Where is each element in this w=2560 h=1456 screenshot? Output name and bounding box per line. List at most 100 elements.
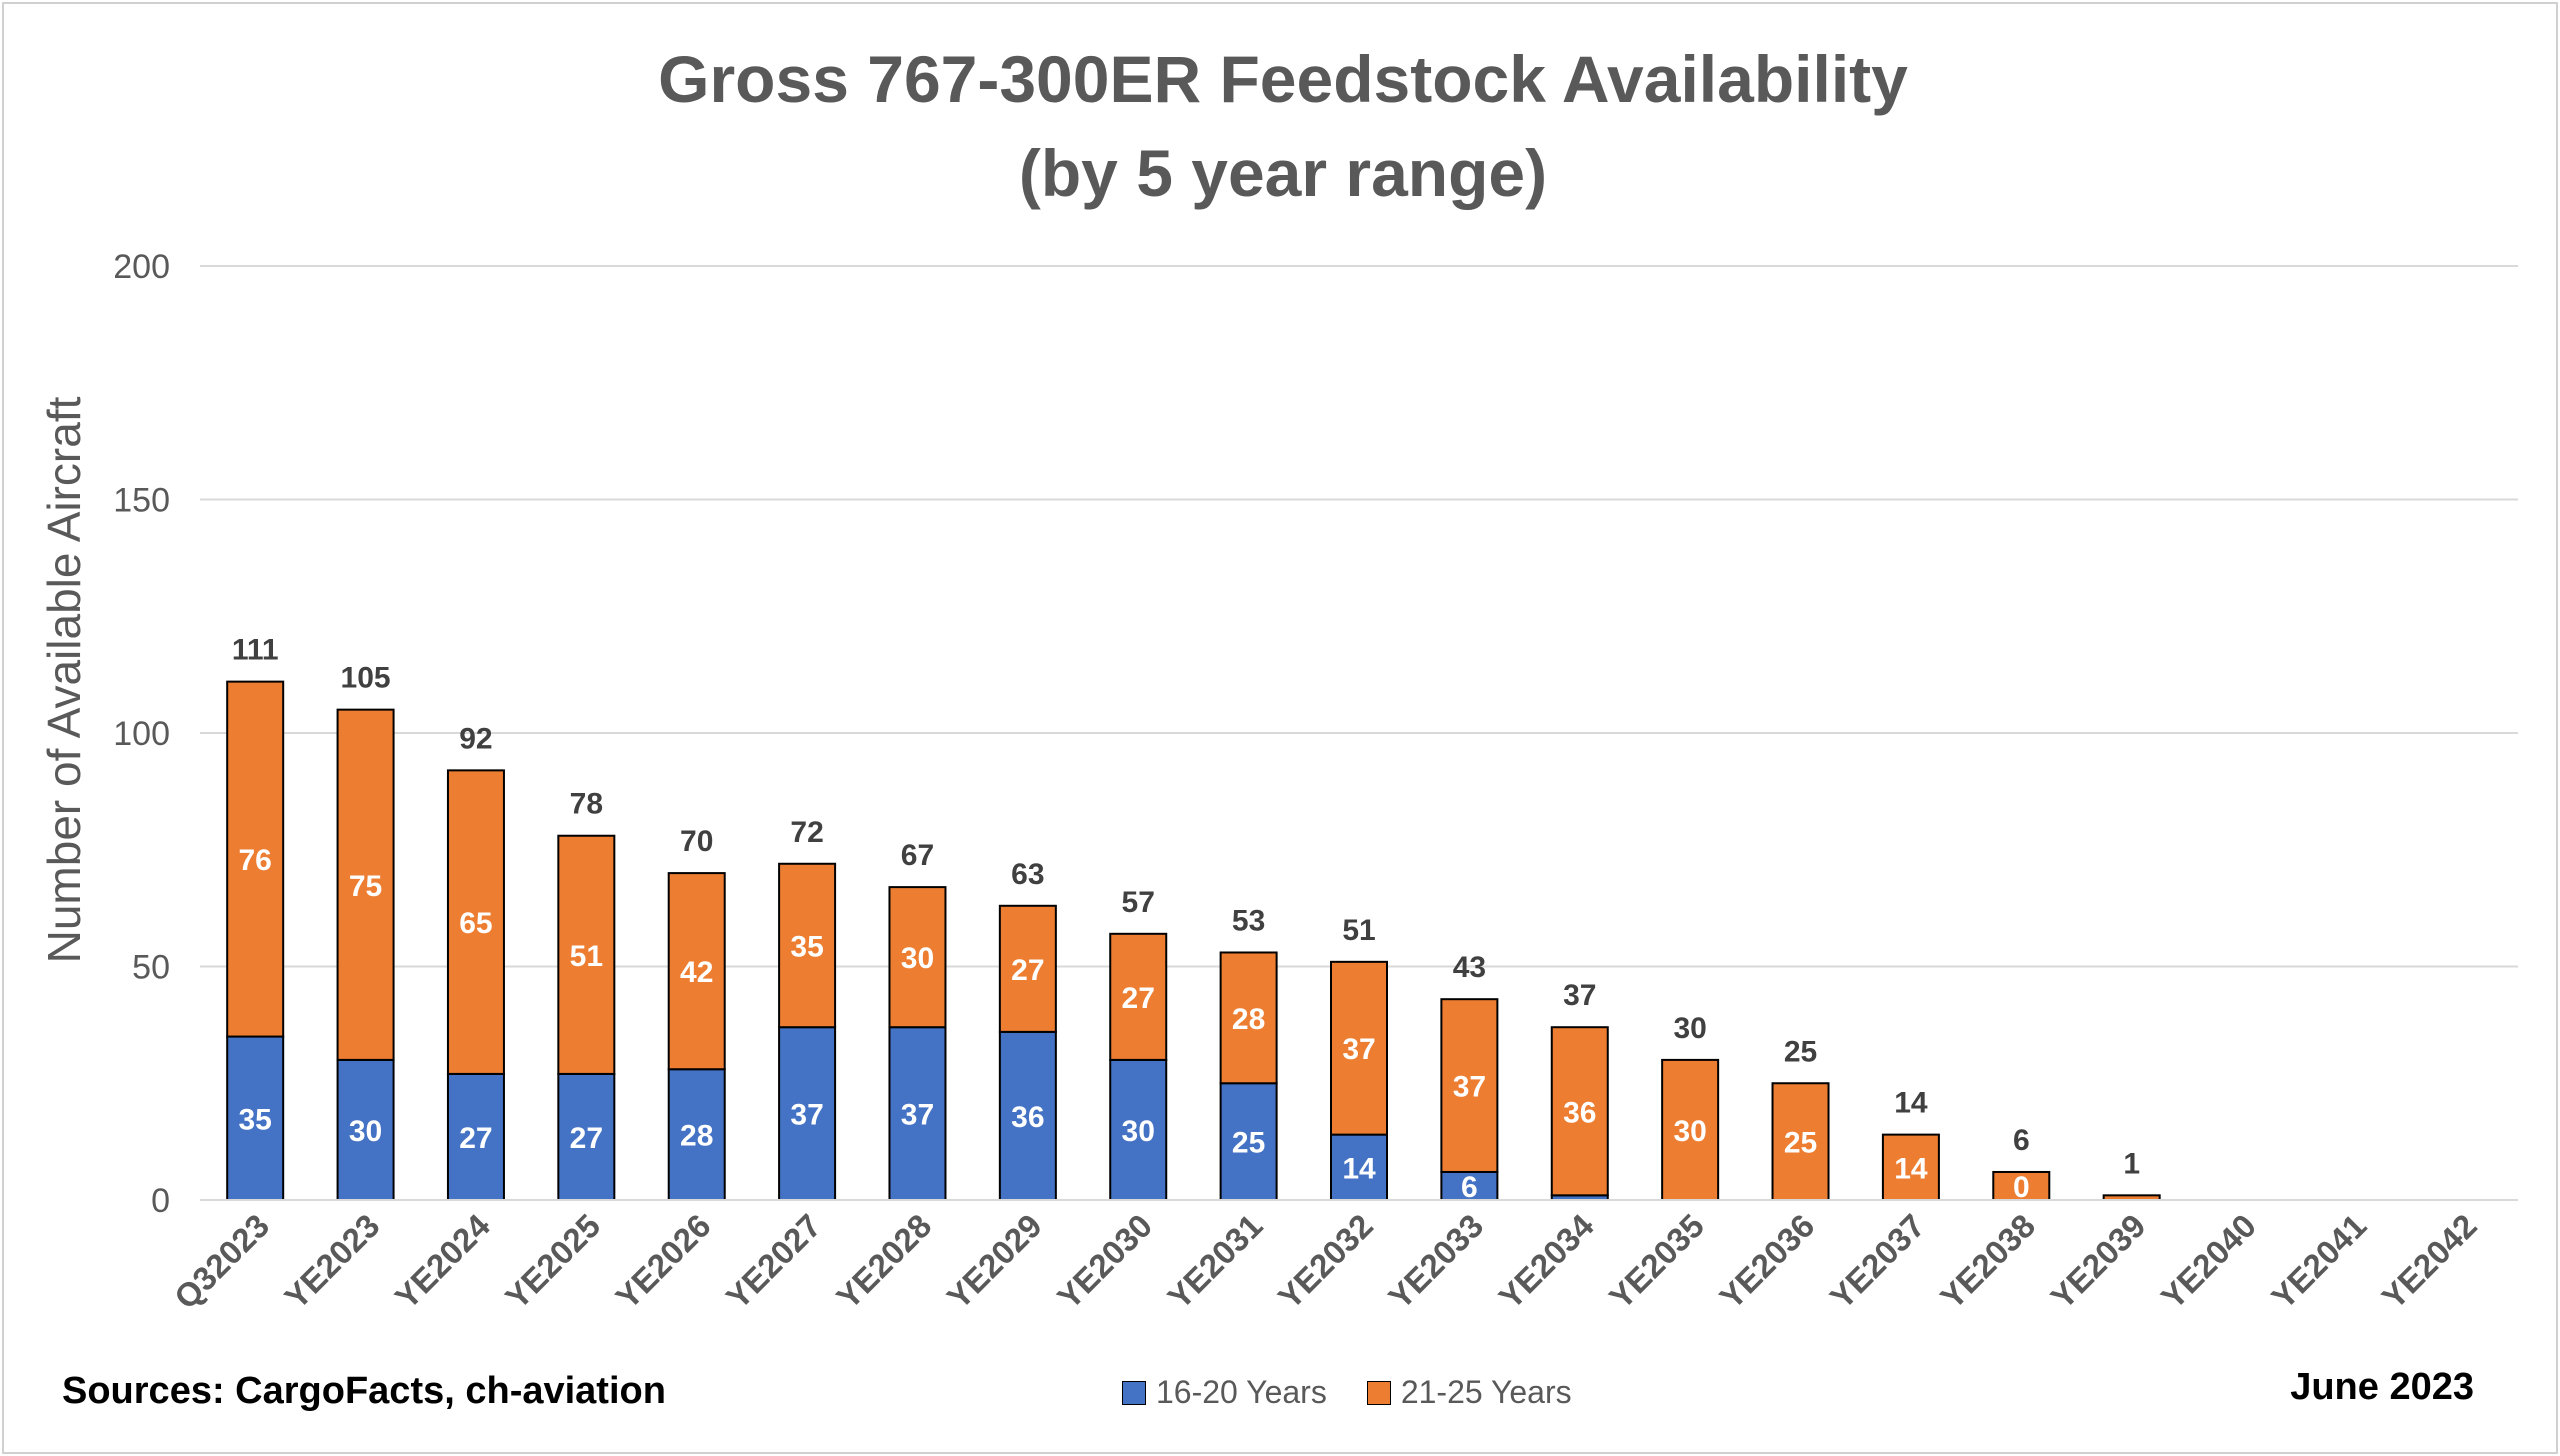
legend-label: 16-20 Years xyxy=(1156,1374,1327,1410)
x-tick-label: YE2042 xyxy=(2375,1207,2484,1316)
bar-segment-16-20 xyxy=(778,1026,837,1202)
bar-segment-21-25 xyxy=(1109,932,1168,1061)
bar-segment-21-25 xyxy=(778,862,837,1029)
x-tick-label: YE2024 xyxy=(388,1206,498,1316)
data-label: 30 xyxy=(349,1115,382,1148)
x-tick-label: YE2035 xyxy=(1602,1207,1711,1316)
x-tick-label: YE2041 xyxy=(2264,1207,2373,1316)
x-tick-label: YE2032 xyxy=(1271,1207,1380,1316)
y-axis-label: Number of Available Aircraft xyxy=(38,396,90,963)
bar-segment-21-25 xyxy=(336,708,395,1061)
total-label: 14 xyxy=(1894,1087,1928,1120)
bar-segment-21-25 xyxy=(1661,1058,1720,1202)
data-label: 35 xyxy=(239,1103,272,1136)
total-label: 63 xyxy=(1011,858,1044,891)
bar-segment-21-25 xyxy=(1440,998,1499,1173)
bar-segment-21-25 xyxy=(226,680,285,1038)
data-label: 14 xyxy=(1894,1152,1928,1185)
x-tick-label: YE2026 xyxy=(608,1207,717,1316)
x-tick-label: YE2031 xyxy=(1160,1207,1269,1316)
bars: 35 76 111 30 75 105 27 65 92 27 51 78 28 42 70 37 35 72 37… xyxy=(200,634,2518,1204)
x-tick-label: YE2030 xyxy=(1050,1207,1159,1316)
total-label: 43 xyxy=(1453,951,1486,984)
data-label: 36 xyxy=(1011,1101,1044,1134)
data-label: 27 xyxy=(1011,954,1044,987)
bar-segment-21-25 xyxy=(1550,1026,1609,1197)
y-tick-label: 0 xyxy=(151,1182,170,1220)
total-label: 1 xyxy=(2123,1147,2140,1180)
data-label: 14 xyxy=(1342,1152,1376,1185)
total-label: 70 xyxy=(680,825,713,858)
total-label: 111 xyxy=(232,634,279,667)
data-label: 75 xyxy=(349,870,382,903)
total-label: 30 xyxy=(1673,1012,1706,1045)
x-tick-label: YE2033 xyxy=(1381,1207,1490,1316)
bar-segment-16-20 xyxy=(336,1058,395,1202)
bar-segment-16-20 xyxy=(1440,1170,1499,1201)
bar-segment-21-25 xyxy=(888,886,947,1029)
y-tick-label: 150 xyxy=(113,482,170,520)
date-note: June 2023 xyxy=(2290,1366,2474,1408)
data-label: 25 xyxy=(1784,1127,1817,1160)
legend-item-21-25: 21-25 Years xyxy=(1366,1374,1572,1411)
data-label: 37 xyxy=(790,1099,823,1132)
data-label: 30 xyxy=(1122,1115,1155,1148)
total-label: 105 xyxy=(341,662,391,695)
total-label: 6 xyxy=(2013,1124,2030,1157)
data-label: 30 xyxy=(901,942,934,975)
data-label: 37 xyxy=(1453,1071,1486,1104)
data-label: 27 xyxy=(459,1122,492,1155)
chart-title: Gross 767-300ER Feedstock Availability xyxy=(658,42,1908,116)
total-label: 57 xyxy=(1122,886,1155,919)
legend-label: 21-25 Years xyxy=(1400,1374,1572,1410)
y-tick-label: 100 xyxy=(113,715,170,753)
legend-item-16-20: 16-20 Years xyxy=(1122,1374,1327,1411)
bar-segment-16-20 xyxy=(557,1072,616,1202)
total-label: 53 xyxy=(1232,904,1265,937)
x-tick-label: Q32023 xyxy=(167,1207,276,1316)
x-tick-label: YE2029 xyxy=(940,1207,1049,1316)
bar-segment-21-25 xyxy=(1219,951,1278,1085)
bar-segment-21-25 xyxy=(998,904,1057,1033)
total-label: 37 xyxy=(1563,979,1596,1012)
data-label: 35 xyxy=(790,930,823,963)
total-label: 25 xyxy=(1784,1035,1817,1068)
total-label: 51 xyxy=(1342,914,1375,947)
data-label: 36 xyxy=(1563,1096,1596,1129)
x-tick-label: YE2038 xyxy=(1933,1207,2042,1316)
x-tick-label: YE2039 xyxy=(2043,1207,2152,1316)
x-tick-label: YE2023 xyxy=(277,1207,386,1316)
data-label: 28 xyxy=(680,1120,713,1153)
chart-subtitle: (by 5 year range) xyxy=(1019,136,1547,210)
legend-swatch-orange xyxy=(1366,1380,1391,1405)
bar-segment-21-25 xyxy=(667,872,726,1071)
bar-segment-21-25 xyxy=(557,834,616,1075)
data-label: 37 xyxy=(1342,1033,1375,1066)
data-label: 6 xyxy=(1461,1171,1478,1204)
y-tick-label: 200 xyxy=(113,248,170,286)
data-label: 27 xyxy=(570,1122,603,1155)
total-label: 72 xyxy=(790,816,823,849)
chart-canvas: Gross 767-300ER Feedstock Availability (… xyxy=(38,42,2518,1316)
x-tick-label: YE2034 xyxy=(1492,1206,1602,1316)
bar-segment-21-25 xyxy=(446,769,505,1075)
x-tick-label: YE2037 xyxy=(1823,1207,1932,1316)
x-tick-label: YE2028 xyxy=(829,1207,938,1316)
bar-segment-21-25 xyxy=(1992,1170,2051,1201)
data-label: 76 xyxy=(239,844,272,877)
bar-segment-21-25 xyxy=(1330,960,1388,1136)
sources-note: Sources: CargoFacts, ch-aviation xyxy=(62,1370,666,1412)
total-label: 78 xyxy=(570,788,603,821)
bar-segment-16-20 xyxy=(446,1072,505,1202)
data-label: 65 xyxy=(459,907,492,940)
data-label: 0 xyxy=(2013,1171,2030,1204)
x-tick-label: YE2040 xyxy=(2154,1207,2263,1316)
y-tick-label: 50 xyxy=(132,949,170,987)
x-axis-ticks: Q32023 YE2023 YE2024 YE2025 YE2026 YE2027 YE20… xyxy=(167,1206,2484,1316)
data-label: 37 xyxy=(901,1099,934,1132)
legend: 16-20 Years 21-25 Years xyxy=(1122,1374,1572,1411)
x-tick-label: YE2027 xyxy=(719,1207,828,1316)
data-label: 30 xyxy=(1673,1115,1706,1148)
data-label: 51 xyxy=(570,940,603,973)
